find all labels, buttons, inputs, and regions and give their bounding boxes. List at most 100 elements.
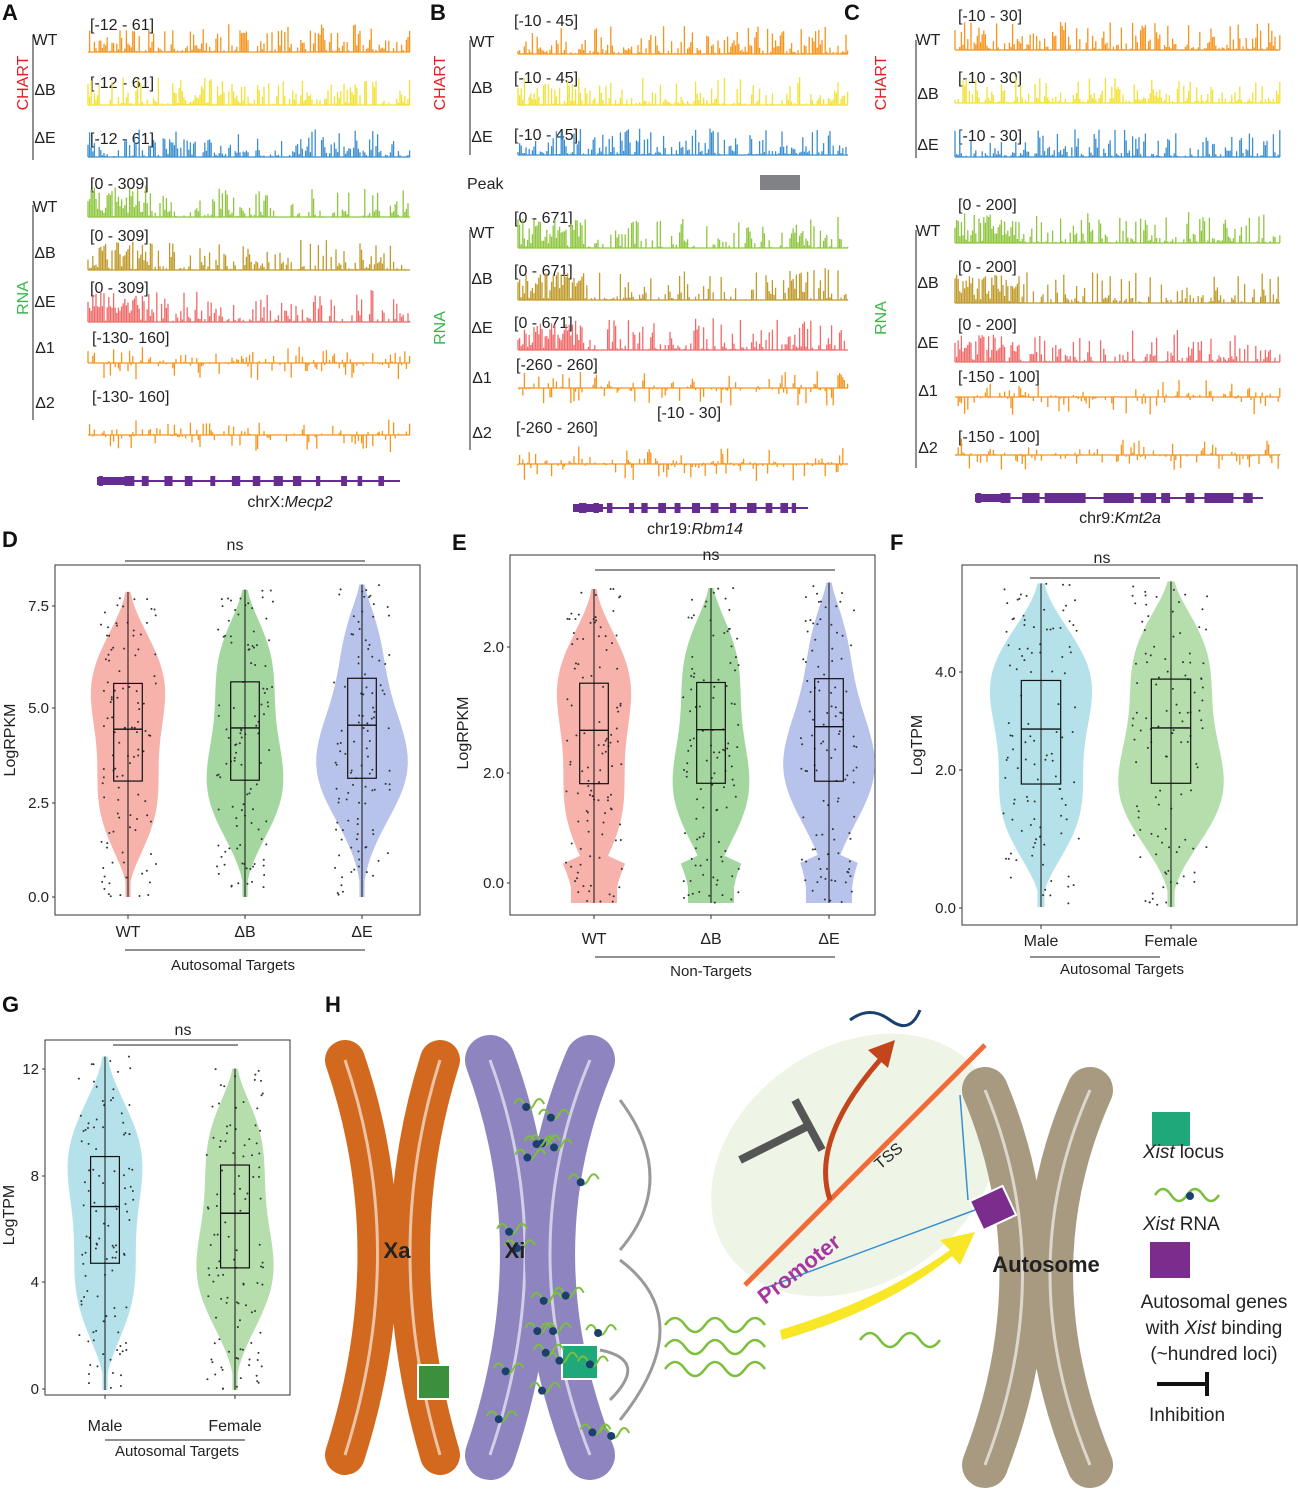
exon (1000, 493, 1011, 503)
jitter-point (259, 1079, 262, 1082)
jitter-point (1166, 670, 1169, 673)
jitter-point (78, 1334, 81, 1337)
jitter-point (109, 1358, 112, 1361)
jitter-point (730, 645, 733, 648)
jitter-point (257, 1351, 260, 1354)
jitter-point (341, 890, 344, 893)
jitter-point (1159, 789, 1162, 792)
jitter-point (335, 787, 338, 790)
legend-gene: Xist (1142, 1214, 1175, 1235)
jitter-point (105, 1258, 108, 1261)
jitter-point (148, 734, 151, 737)
box (113, 682, 143, 782)
jitter-point (718, 751, 721, 754)
x-tick-label: Male (88, 1418, 123, 1435)
jitter-point (146, 814, 149, 817)
exon (674, 503, 681, 513)
jitter-point (850, 644, 853, 647)
jitter-point (587, 785, 590, 788)
jitter-point (92, 1063, 95, 1066)
jitter-point (1054, 775, 1057, 778)
jitter-point (268, 749, 271, 752)
signal-track (954, 272, 1280, 304)
jitter-point (120, 1112, 123, 1115)
jitter-point (716, 808, 719, 811)
jitter-point (116, 775, 119, 778)
jitter-point (368, 596, 371, 599)
jitter-point (358, 858, 361, 861)
jitter-point (694, 847, 697, 850)
jitter-point (95, 1242, 98, 1245)
jitter-point (122, 1121, 125, 1124)
jitter-point (1156, 903, 1159, 906)
jitter-point (144, 800, 147, 803)
jitter-point (1016, 598, 1019, 601)
jitter-point (1033, 818, 1036, 821)
jitter-point (205, 1154, 208, 1157)
jitter-point (1198, 626, 1201, 629)
jitter-point (212, 1136, 215, 1139)
jitter-point (1074, 599, 1077, 602)
track-label: ΔB (471, 271, 492, 288)
arrow-head (868, 1040, 895, 1068)
jitter-point (112, 1088, 115, 1091)
x-tick-label: ΔB (234, 924, 255, 941)
chart-group-label: CHART (432, 55, 449, 110)
jitter-point (1172, 635, 1175, 638)
jitter-point (1193, 871, 1196, 874)
locus-gene: Rbm14 (691, 521, 743, 538)
jitter-point (260, 837, 263, 840)
jitter-point (737, 723, 740, 726)
exon (1078, 493, 1086, 503)
jitter-point (599, 769, 602, 772)
jitter-point (589, 884, 592, 887)
jitter-point (347, 819, 350, 822)
jitter-point (730, 898, 733, 901)
jitter-point (805, 860, 808, 863)
jitter-point (1201, 608, 1204, 611)
jitter-point (1139, 828, 1142, 831)
jitter-point (220, 598, 223, 601)
signal-track (517, 128, 849, 156)
jitter-point (220, 1297, 223, 1300)
jitter-point (702, 835, 705, 838)
jitter-point (373, 710, 376, 713)
jitter-point (116, 696, 119, 699)
jitter-point (1025, 795, 1028, 798)
jitter-point (128, 1218, 131, 1221)
jitter-point (94, 1247, 97, 1250)
jitter-point (604, 635, 607, 638)
jitter-point (118, 741, 121, 744)
jitter-point (235, 1385, 238, 1388)
jitter-point (217, 773, 220, 776)
jitter-point (819, 868, 822, 871)
panel-letter: H (325, 992, 341, 1017)
jitter-point (736, 746, 739, 749)
jitter-point (350, 633, 353, 636)
jitter-point (1144, 900, 1147, 903)
plot-frame (961, 564, 1298, 926)
jitter-point (1184, 838, 1187, 841)
track-range: [0 - 200] (958, 317, 1017, 334)
legend-text: Xist RNA (1142, 1214, 1220, 1235)
jitter-point (210, 1358, 213, 1361)
jitter-point (570, 704, 573, 707)
jitter-point (734, 795, 737, 798)
jitter-point (246, 793, 249, 796)
jitter-point (239, 597, 242, 600)
jitter-point (369, 594, 372, 597)
jitter-point (720, 855, 723, 858)
xa-label: Xa (384, 1238, 412, 1263)
jitter-point (1020, 829, 1023, 832)
jitter-point (371, 829, 374, 832)
exon (1060, 493, 1080, 503)
y-axis-label: LogTPM (1, 1185, 18, 1245)
jitter-point (217, 714, 220, 717)
jitter-point (690, 675, 693, 678)
jitter-point (261, 1283, 264, 1286)
jitter-point (824, 877, 827, 880)
jitter-point (686, 762, 689, 765)
chromatid-highlight (488, 1059, 527, 1456)
jitter-point (692, 737, 695, 740)
legend-text: Autosomal genes (1141, 1292, 1288, 1313)
